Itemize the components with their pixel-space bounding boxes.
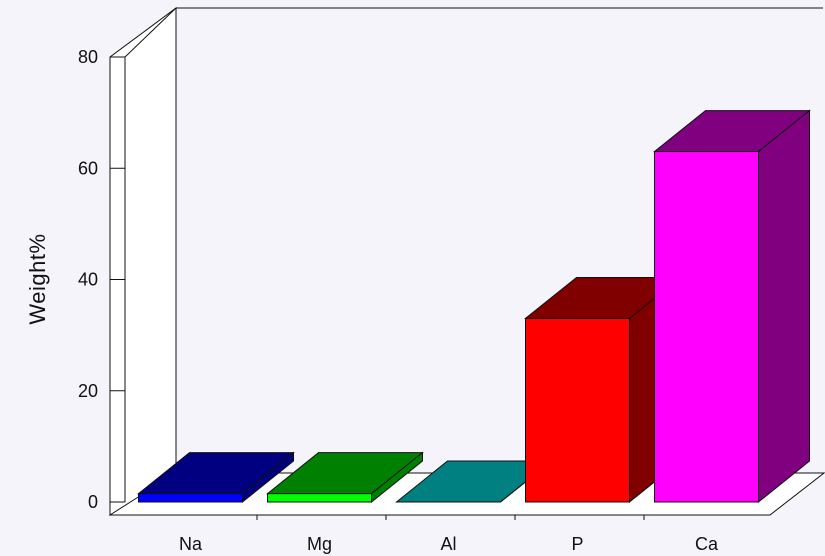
bar-mg (266, 451, 424, 504)
bars-group (137, 109, 811, 504)
bar-front (267, 493, 372, 503)
y-axis-title: Weight% (25, 233, 50, 324)
x-tick-label: P (571, 534, 583, 554)
y-axis: 0 20 40 60 80 (78, 47, 125, 512)
y-tick-label: 20 (78, 381, 98, 401)
wall-top-edge (124, 7, 177, 58)
bar-ca (653, 109, 811, 504)
y-tick-label: 40 (78, 270, 98, 290)
x-tick-label: Mg (307, 534, 332, 554)
x-tick-label: Al (440, 534, 456, 554)
bar-front (654, 151, 759, 503)
x-tick-label: Ca (695, 534, 719, 554)
bar-front (138, 493, 243, 503)
bar-side (758, 109, 810, 504)
x-axis: Na Mg Al P Ca (179, 515, 719, 554)
x-tick-label: Na (179, 534, 203, 554)
chart-left-wall (109, 7, 177, 516)
y-tick-label: 0 (88, 492, 98, 512)
bar-na (137, 451, 295, 504)
bar-front (525, 317, 630, 503)
y-tick-label: 60 (78, 158, 98, 178)
y-tick-label: 80 (78, 47, 98, 67)
